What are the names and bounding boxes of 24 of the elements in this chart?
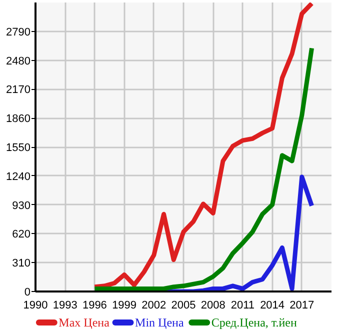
y-tick-label: 620 <box>12 228 31 241</box>
y-tick-label: 0 <box>24 286 31 298</box>
x-tick-label: 2002 <box>142 300 166 312</box>
x-tick-label: 1990 <box>23 300 48 312</box>
x-tick-label: 2008 <box>200 300 226 312</box>
x-tick-label: 1993 <box>52 300 78 312</box>
legend-label: Min Цена <box>135 316 184 330</box>
y-tick-label: 1240 <box>6 170 31 183</box>
x-tick-label: 1999 <box>112 300 137 312</box>
y-tick-label: 310 <box>12 258 31 270</box>
x-tick-label: 2005 <box>171 300 196 312</box>
x-tick-label: 2011 <box>230 300 255 312</box>
legend-label: Сред.Цена, т.йен <box>211 316 298 330</box>
y-tick-label: 930 <box>12 200 31 212</box>
x-tick-label: 2017 <box>290 300 314 312</box>
y-tick-label: 2170 <box>6 84 31 96</box>
x-tick-label: 1996 <box>82 300 107 312</box>
legend-label: Max Цена <box>58 316 110 330</box>
y-tick-label: 1550 <box>6 142 31 154</box>
y-tick-label: 2790 <box>6 26 31 38</box>
y-tick-label: 2480 <box>6 55 31 68</box>
x-tick-label: 2014 <box>260 300 285 312</box>
y-tick-label: 1860 <box>6 113 31 126</box>
line-series <box>92 2 314 290</box>
